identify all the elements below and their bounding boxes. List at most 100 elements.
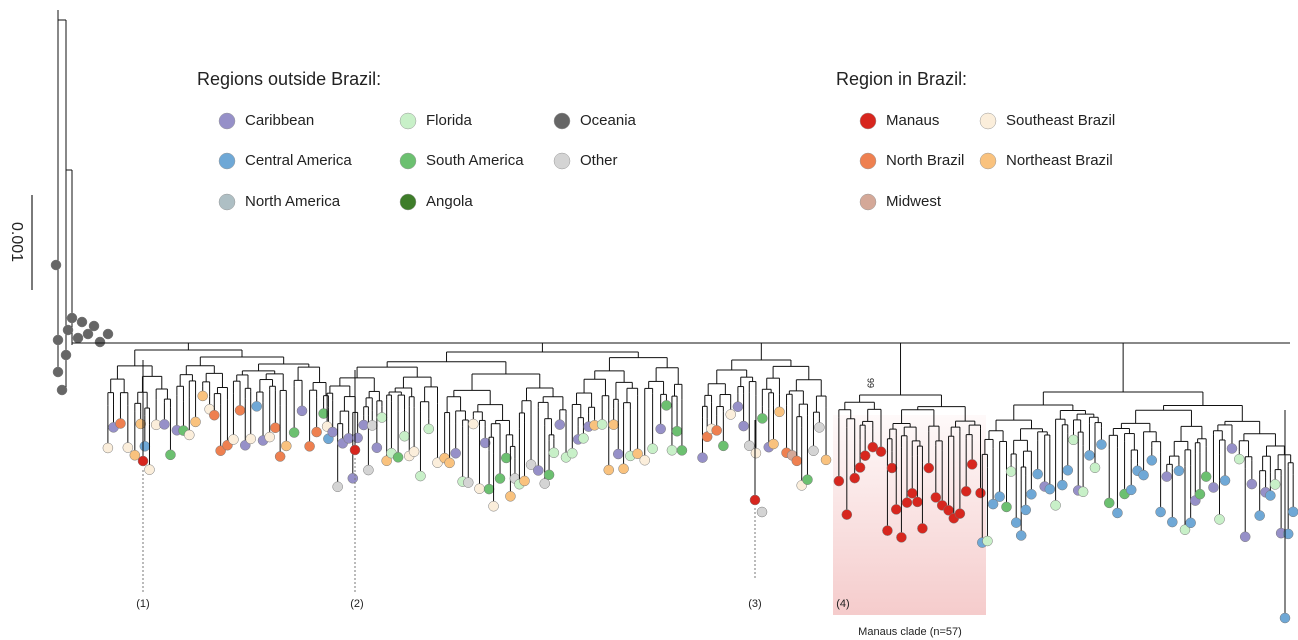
tip	[1032, 468, 1043, 480]
tip	[371, 442, 383, 453]
tip	[479, 437, 491, 449]
tip	[661, 400, 672, 411]
tip	[296, 405, 308, 417]
tip	[245, 433, 256, 445]
tip	[50, 259, 62, 271]
tip	[483, 483, 495, 495]
clade-label: Manaus clade (n=57)	[858, 626, 962, 638]
tip	[867, 441, 879, 453]
tip	[901, 497, 913, 508]
tip	[791, 455, 803, 467]
tip	[349, 444, 361, 456]
legend-swatch	[218, 193, 236, 211]
tip	[1246, 478, 1258, 490]
tip	[62, 324, 74, 336]
legend-swatch	[859, 152, 877, 170]
tip	[463, 477, 474, 488]
tip	[738, 420, 749, 432]
tip	[184, 429, 195, 441]
tip	[197, 390, 208, 402]
tip	[975, 487, 986, 499]
tip	[744, 440, 755, 451]
tip	[854, 462, 866, 473]
legend-swatch	[553, 152, 571, 170]
tip	[144, 464, 155, 475]
tip	[666, 445, 678, 456]
tip	[1214, 514, 1225, 525]
tip	[1026, 489, 1037, 500]
annotation: (4)	[836, 598, 849, 610]
tip	[543, 469, 555, 481]
tip	[647, 443, 658, 454]
tip	[450, 448, 461, 459]
tip	[228, 434, 239, 445]
tip	[288, 427, 300, 438]
tip	[814, 422, 825, 433]
tip	[1015, 530, 1027, 541]
tip	[1239, 531, 1251, 543]
tip	[548, 447, 560, 459]
tip	[875, 446, 887, 457]
tip	[1001, 501, 1012, 513]
tip	[1226, 443, 1238, 454]
legend: Regions outside Brazil: Region in Brazil…	[197, 69, 1115, 211]
tip	[519, 475, 530, 487]
tip	[802, 474, 813, 485]
legend-swatch	[859, 193, 877, 211]
legend-label: Florida	[426, 112, 473, 129]
tree	[50, 10, 1298, 624]
annotation: (3)	[748, 598, 761, 610]
tip	[1279, 612, 1291, 624]
legend-label: North Brazil	[886, 152, 964, 169]
tip	[381, 455, 392, 467]
tip	[392, 452, 404, 463]
tip	[505, 491, 516, 502]
tip	[1208, 482, 1219, 493]
tip	[347, 473, 359, 484]
tip	[1155, 506, 1166, 518]
tip	[270, 422, 281, 434]
tip	[1254, 510, 1265, 521]
tip	[304, 441, 315, 452]
tip	[603, 464, 615, 476]
tip	[1179, 524, 1191, 535]
tip	[671, 425, 683, 437]
tip	[912, 496, 923, 508]
tip	[808, 445, 819, 457]
tip	[159, 419, 170, 430]
legend-label: Other	[580, 152, 618, 169]
tip	[1050, 500, 1061, 511]
tip	[849, 472, 860, 484]
tip	[367, 420, 378, 431]
tip	[923, 462, 935, 474]
tip	[1112, 507, 1123, 519]
tip	[474, 483, 485, 494]
tip	[1077, 486, 1089, 498]
tip	[60, 349, 72, 361]
tip	[907, 488, 918, 499]
legend-label: South America	[426, 152, 524, 169]
tip	[768, 438, 779, 450]
tip	[352, 432, 363, 444]
legend-label: Angola	[426, 193, 473, 210]
tip	[423, 423, 435, 435]
tip	[363, 464, 374, 476]
tip	[859, 450, 871, 461]
tip	[1282, 528, 1294, 540]
tip	[1269, 479, 1281, 490]
legend-label: Manaus	[886, 112, 939, 129]
legend-label: Northeast Brazil	[1006, 152, 1113, 169]
tip	[1010, 517, 1022, 528]
tip	[578, 433, 589, 444]
tip	[327, 426, 338, 438]
tip	[135, 418, 146, 430]
tip	[165, 449, 176, 461]
tip	[1194, 488, 1206, 500]
legend-label: Oceania	[580, 112, 637, 129]
tip	[697, 452, 708, 463]
tip	[820, 454, 832, 466]
tip	[539, 478, 550, 489]
tip	[56, 384, 68, 396]
legend-swatch	[979, 152, 997, 170]
